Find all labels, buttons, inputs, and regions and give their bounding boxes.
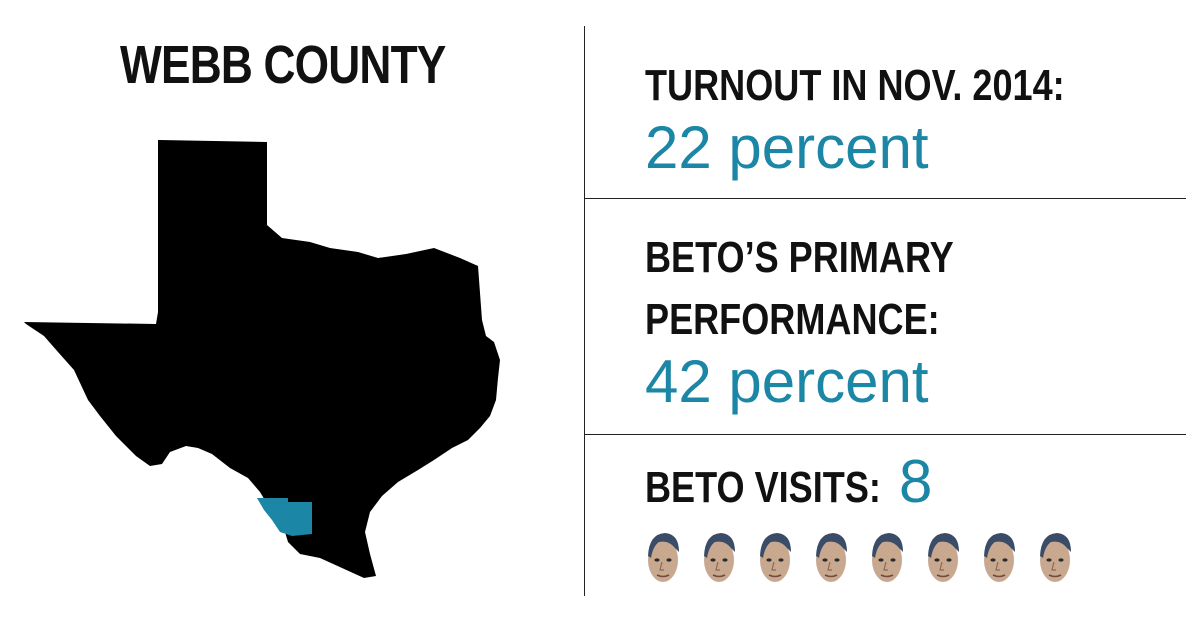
texas-state-shape — [24, 140, 500, 578]
beto-face-icon — [816, 533, 847, 582]
beto-face-icon — [648, 533, 679, 582]
primary-label-line2: PERFORMANCE: — [645, 295, 940, 344]
visits-row: BETO VISITS: 8 — [645, 452, 932, 513]
beto-face-icon — [872, 533, 903, 582]
beto-face-icon — [704, 533, 735, 582]
primary-label-line1: BETO’S PRIMARY — [645, 233, 954, 282]
texas-map-icon — [24, 140, 500, 578]
beto-face-icon — [928, 533, 959, 582]
visits-count: 8 — [899, 448, 933, 515]
county-title: WEBB COUNTY — [120, 35, 446, 95]
visits-faces — [645, 528, 1073, 586]
divider-2 — [584, 434, 1186, 435]
primary-value: 42 percent — [645, 348, 929, 415]
beto-face-icon — [1040, 533, 1071, 582]
divider-1 — [584, 198, 1186, 199]
vertical-divider — [584, 26, 585, 596]
webb-county-shape — [257, 498, 312, 536]
turnout-value: 22 percent — [645, 114, 929, 181]
beto-face-icon — [760, 533, 791, 582]
turnout-label: TURNOUT IN NOV. 2014: — [645, 61, 1065, 110]
texas-map — [20, 130, 540, 600]
visits-label: BETO VISITS: — [645, 463, 881, 512]
beto-face-icon — [984, 533, 1015, 582]
